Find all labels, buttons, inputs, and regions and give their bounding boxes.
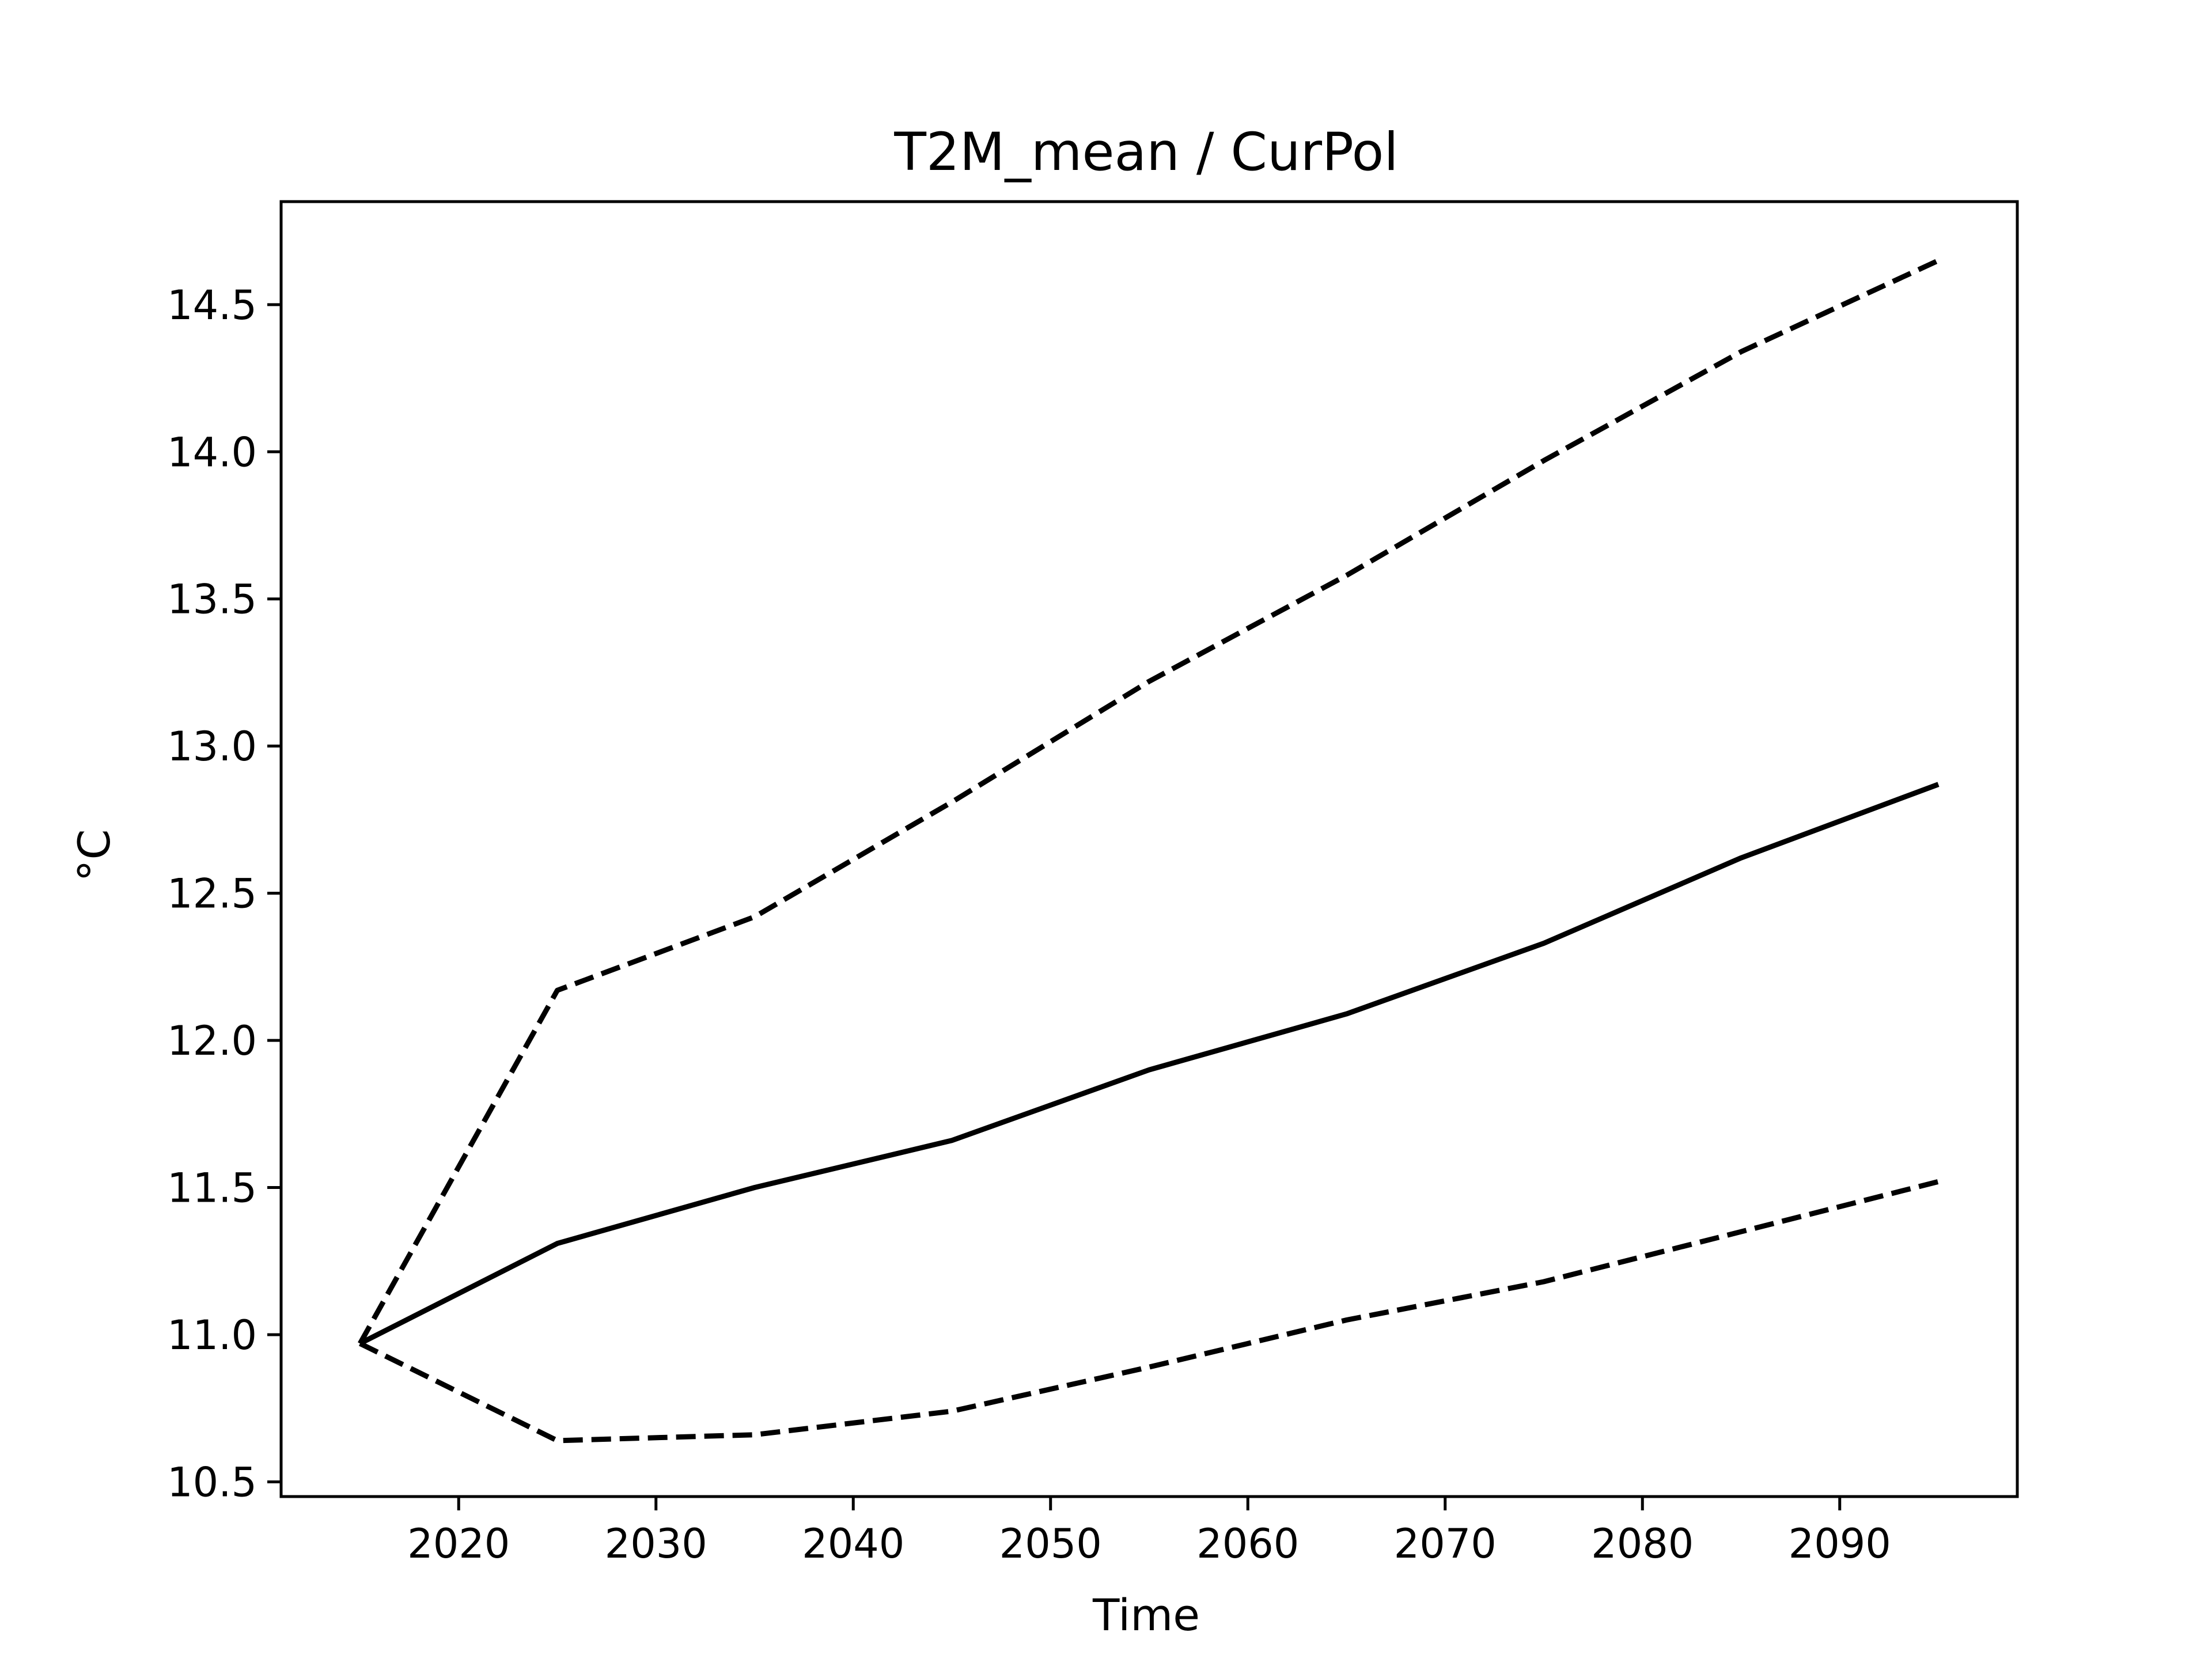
y-tick-label: 11.0: [167, 1312, 257, 1359]
y-tick-label: 10.5: [167, 1459, 257, 1506]
y-tick-label: 13.5: [167, 576, 257, 623]
series-layer: [358, 258, 1940, 1444]
y-tick-label: 14.0: [167, 429, 257, 476]
y-tick-label: 13.0: [167, 723, 257, 770]
y-tick-label: 14.5: [167, 282, 257, 329]
y-tick-label: 12.5: [167, 870, 257, 918]
x-tick-label: 2040: [802, 1520, 904, 1567]
x-tick-label: 2030: [605, 1520, 707, 1567]
x-tick-label: 2080: [1591, 1520, 1694, 1567]
solid-series-line-0: [358, 782, 1940, 1346]
dashed-series-line-1: [358, 258, 1940, 1345]
plot-frame: [279, 200, 2019, 1498]
y-axis-ticks: 10.5 11.0 11.5 12.0 12.5 13.0 13.5 14.0 14.5: [167, 282, 281, 1506]
x-tick-label: 2020: [407, 1520, 510, 1567]
x-axis-label: Time: [1092, 1589, 1200, 1641]
y-tick-label: 11.5: [167, 1165, 257, 1212]
chart-title: T2M_mean / CurPol: [893, 122, 1398, 183]
dashed-series-line-2: [359, 1179, 1940, 1444]
x-axis-ticks: 2020 2030 2040 2050 2060 2070 2080 2090: [407, 1497, 1891, 1567]
x-tick-label: 2070: [1394, 1520, 1497, 1567]
y-tick-label: 12.0: [167, 1017, 257, 1065]
x-tick-label: 2060: [1196, 1520, 1299, 1567]
x-tick-label: 2090: [1789, 1520, 1891, 1567]
y-axis-label: °C: [69, 829, 120, 881]
x-tick-label: 2050: [999, 1520, 1102, 1567]
